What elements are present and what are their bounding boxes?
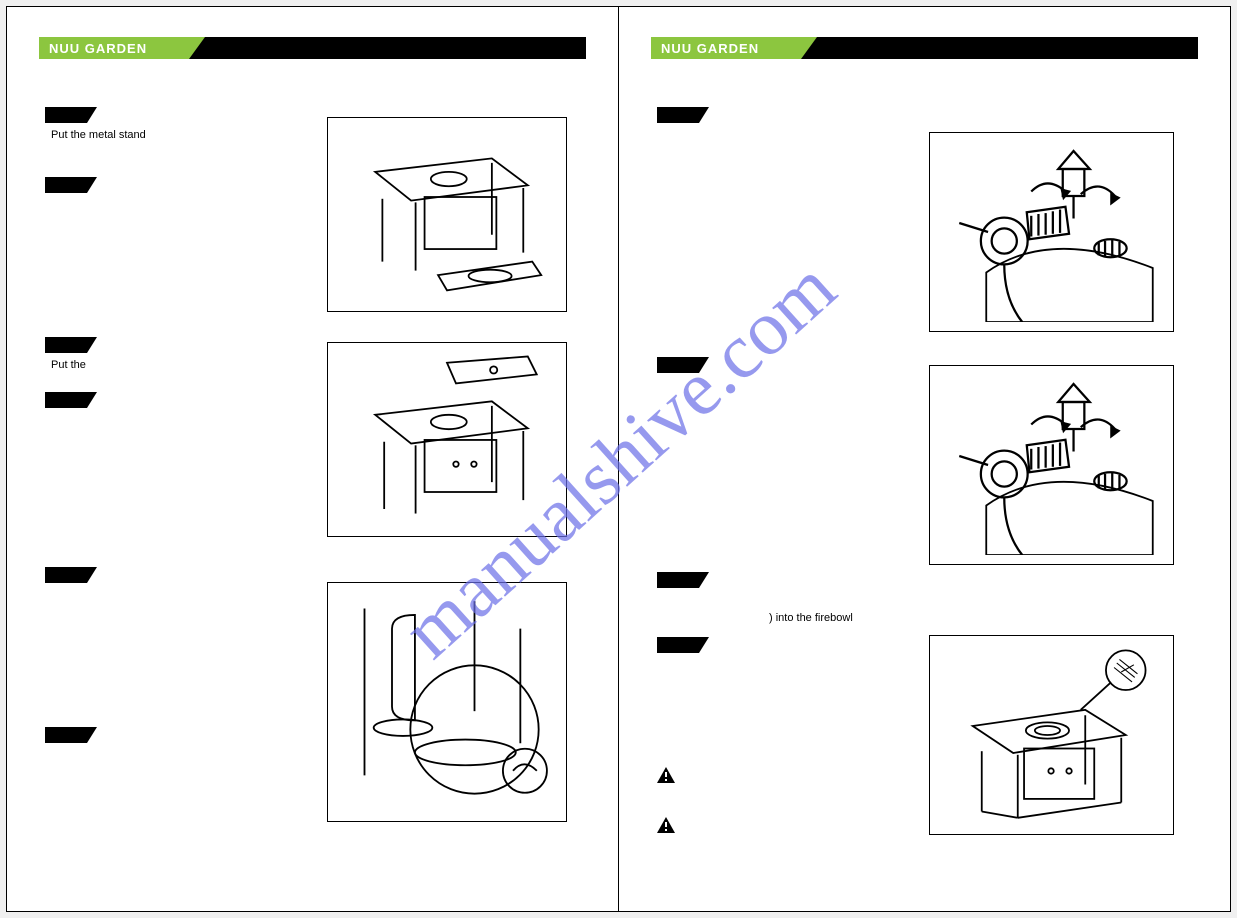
figure-table-stand (327, 117, 567, 312)
page-left: NUU GARDEN Put the metal stand Put the (7, 7, 619, 911)
figure-table-cover (327, 342, 567, 537)
step-block (45, 567, 285, 597)
brand-label: NUU GARDEN (651, 37, 801, 59)
step-block (45, 177, 285, 207)
step-tab (45, 177, 87, 193)
step-tab (657, 357, 699, 373)
manual-spread: NUU GARDEN Put the metal stand Put the (6, 6, 1231, 912)
figure-lava-table (929, 635, 1174, 835)
step-block (657, 357, 897, 387)
brand-bar: NUU GARDEN (651, 37, 1198, 59)
lava-text: ) into the firebowl (769, 612, 853, 624)
step-tab (657, 637, 699, 653)
step-tab (657, 572, 699, 588)
step-block (657, 107, 897, 137)
warning-icon (657, 817, 675, 838)
step-block: Put the metal stand (45, 107, 285, 155)
figure-tank-base (327, 582, 567, 822)
figure-regulator (929, 132, 1174, 332)
step-text: Put the metal stand (45, 129, 285, 141)
step-block (657, 572, 897, 602)
step-tab (45, 567, 87, 583)
step-tab (45, 107, 87, 123)
step-block (657, 637, 897, 667)
step-tab (657, 107, 699, 123)
page-right: NUU GARDEN (619, 7, 1230, 911)
brand-bar: NUU GARDEN (39, 37, 586, 59)
step-tab (45, 727, 87, 743)
step-block (45, 727, 285, 757)
figure-regulator (929, 365, 1174, 565)
warning-icon (657, 767, 675, 788)
brand-black-bar (801, 37, 1198, 59)
step-tab (45, 392, 87, 408)
step-text: Put the (45, 359, 285, 371)
step-block: Put the (45, 337, 285, 385)
brand-label: NUU GARDEN (39, 37, 189, 59)
step-block (45, 392, 285, 422)
step-tab (45, 337, 87, 353)
brand-black-bar (189, 37, 586, 59)
